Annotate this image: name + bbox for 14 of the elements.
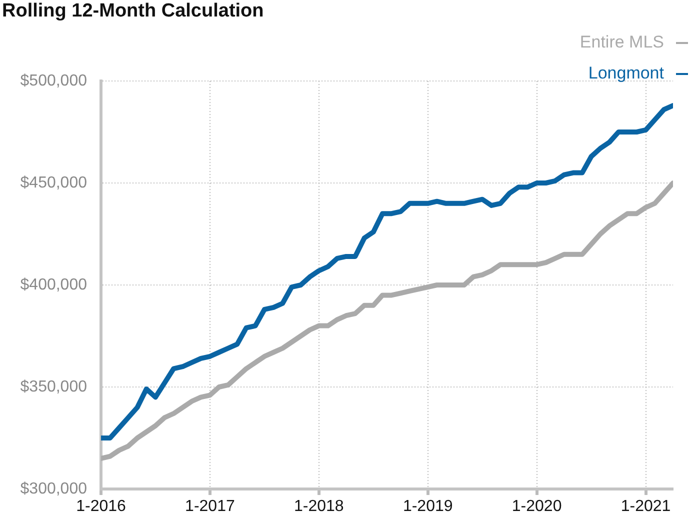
x-tick-label: 1-2021 (620, 498, 671, 516)
y-tick-label: $500,000 (20, 72, 88, 90)
chart-title: Rolling 12-Month Calculation (2, 0, 264, 22)
x-tick-label: 1-2016 (76, 498, 126, 516)
x-tick-label: 1-2019 (402, 498, 453, 516)
y-tick-label: $300,000 (20, 480, 88, 498)
y-tick-label: $350,000 (20, 378, 88, 396)
legend-label: Longmont (588, 64, 664, 83)
y-tick-label: $450,000 (20, 174, 88, 192)
y-tick-label: $400,000 (20, 276, 88, 294)
legend-label: Entire MLS (580, 32, 664, 52)
x-tick-label: 1-2017 (185, 498, 235, 516)
x-tick-label: 1-2018 (294, 498, 344, 516)
x-tick-label: 1-2020 (512, 498, 562, 516)
